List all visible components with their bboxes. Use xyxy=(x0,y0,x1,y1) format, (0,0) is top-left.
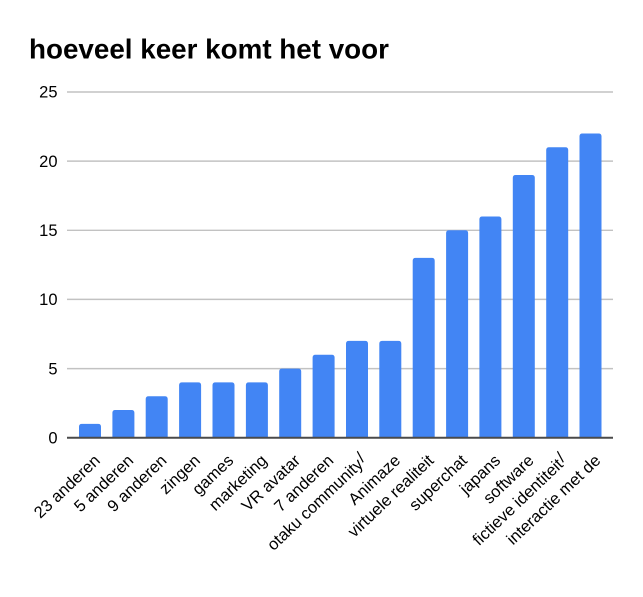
svg-text:hoeveel keer komt het voor: hoeveel keer komt het voor xyxy=(29,33,389,64)
svg-text:20: 20 xyxy=(39,153,57,171)
svg-text:25: 25 xyxy=(39,84,57,102)
svg-text:15: 15 xyxy=(39,222,57,240)
svg-text:10: 10 xyxy=(39,291,57,309)
svg-text:0: 0 xyxy=(48,429,57,447)
svg-text:5: 5 xyxy=(48,360,57,378)
